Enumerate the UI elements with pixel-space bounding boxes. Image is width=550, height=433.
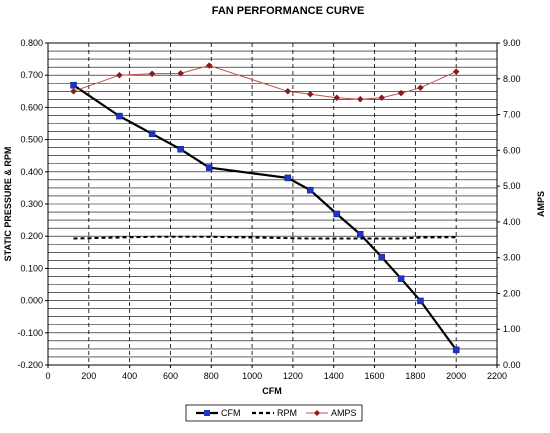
y-tick-label: 0.200: [20, 231, 43, 241]
x-tick-label: 2200: [487, 371, 507, 381]
y-tick-label: 0.600: [20, 102, 43, 112]
legend-label-amps: AMPS: [331, 408, 357, 418]
y-tick-label: -0.100: [17, 328, 43, 338]
data-point-amps: [116, 71, 123, 79]
y-tick-label: -0.200: [17, 360, 43, 370]
series-rpm: [73, 235, 457, 240]
series-amps: [70, 62, 460, 103]
y-tick-label: 0.000: [20, 296, 43, 306]
legend-label-cfm: CFM: [221, 408, 241, 418]
x-tick-label: 0: [45, 371, 50, 381]
x-tick-label: 1400: [324, 371, 344, 381]
data-point-cfm: [284, 174, 292, 182]
y-tick-label: 0.400: [20, 167, 43, 177]
data-point-cfm: [452, 346, 460, 354]
data-point-cfm: [205, 164, 213, 171]
y-tick-label: 0.500: [20, 135, 43, 145]
x-tick-label: 400: [122, 371, 137, 381]
y2-tick-label: 5.00: [503, 181, 521, 191]
y2-tick-label: 7.00: [503, 110, 521, 120]
series-line-rpm: [73, 235, 457, 240]
data-point-amps: [284, 87, 292, 95]
data-point-cfm: [307, 186, 314, 194]
data-point-amps: [177, 70, 185, 77]
y-tick-label: 0.300: [20, 199, 43, 209]
y2-tick-label: 0.00: [503, 360, 521, 370]
y2-tick-label: 3.00: [503, 253, 521, 263]
y-axis-title: STATIC PRESSURE & RPM: [3, 147, 13, 262]
data-point-amps: [148, 70, 156, 78]
right-axis-ticks: 0.00 1.00 2.00 3.00 4.00 5.00 6.00 7.00 8.00 9.00: [497, 38, 521, 370]
data-point-amps: [306, 90, 314, 98]
data-point-amps: [70, 87, 77, 95]
x-tick-label: 200: [81, 371, 96, 381]
data-point-amps: [356, 95, 364, 103]
legend-marker-amps: [314, 410, 320, 416]
y2-tick-label: 2.00: [503, 288, 521, 298]
x-tick-label: 1200: [283, 371, 303, 381]
x-tick-label: 600: [163, 371, 178, 381]
y2-tick-label: 8.00: [503, 74, 521, 84]
y2-tick-label: 4.00: [503, 217, 521, 227]
data-point-cfm: [116, 112, 123, 120]
data-point-cfm: [333, 210, 341, 218]
data-point-amps: [417, 84, 424, 92]
data-point-amps: [333, 94, 341, 102]
y2-tick-label: 6.00: [503, 145, 521, 155]
x-tick-label: 2000: [446, 371, 466, 381]
chart-title: FAN PERFORMANCE CURVE: [212, 5, 365, 17]
left-axis-ticks: -0.200 -0.100 0.000 0.100 0.200 0.300 0.400 0.5…: [17, 38, 48, 370]
x-tick-label: 1600: [365, 371, 385, 381]
x-tick-label: 1800: [405, 371, 425, 381]
data-point-amps: [397, 89, 405, 97]
legend: CFM RPM AMPS: [185, 404, 363, 422]
grid: [48, 43, 497, 365]
series-cfm: [70, 81, 460, 354]
y2-axis-title: AMPS: [536, 191, 546, 217]
x-axis-title: CFM: [262, 386, 282, 396]
data-point-amps: [205, 62, 213, 69]
data-point-cfm: [378, 253, 385, 261]
data-point-cfm: [177, 146, 184, 153]
x-tick-label: 1000: [242, 371, 262, 381]
data-point-cfm: [148, 130, 156, 138]
y-tick-label: 0.100: [20, 263, 43, 273]
series-layer: [70, 62, 460, 354]
data-point-cfm: [70, 81, 77, 89]
legend-label-rpm: RPM: [277, 408, 297, 418]
data-point-amps: [378, 94, 386, 102]
y-tick-label: 0.700: [20, 70, 43, 80]
data-point-cfm: [357, 231, 364, 238]
legend-marker-cfm: [204, 410, 210, 416]
x-tick-label: 800: [204, 371, 219, 381]
data-point-cfm: [397, 275, 405, 282]
y-tick-label: 0.800: [20, 38, 43, 48]
data-point-cfm: [417, 297, 424, 305]
y2-tick-label: 1.00: [503, 324, 521, 334]
data-point-amps: [452, 68, 460, 75]
y2-tick-label: 9.00: [503, 38, 521, 48]
bottom-axis-ticks: 0 200 400 600 800 1000 1200 1400 1600 1800 2000 220…: [45, 365, 507, 381]
